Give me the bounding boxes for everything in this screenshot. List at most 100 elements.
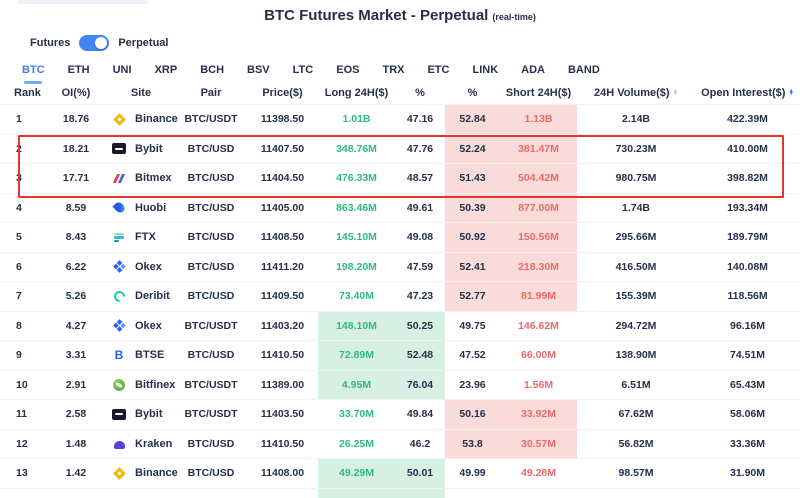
rank-cell: 4 (16, 201, 22, 214)
column-header-label: Price($) (262, 87, 303, 99)
site-cell[interactable]: Okex (107, 253, 175, 282)
table-row: 5 8.43 FTX BTC/USD 11408.50 145.10M 49.08 50.92… (0, 223, 800, 253)
site-cell[interactable]: Bybit (107, 400, 175, 429)
table-row: 2 18.21 Bybit BTC/USD 11407.50 348.76M 47.76 52… (0, 134, 800, 164)
open-interest-cell: 65.43M (729, 378, 766, 391)
volume-24h-cell: 1.74B (621, 201, 651, 214)
rank-cell: 10 (16, 378, 28, 391)
column-header-site: Site (107, 87, 175, 99)
rank-cell: 6 (16, 260, 22, 273)
tab-ada[interactable]: ADA (521, 64, 545, 76)
column-header-volume[interactable]: 24H Volume($) ▲ ▼ (577, 87, 695, 99)
price-cell: 11398.50 (260, 113, 305, 126)
site-cell[interactable]: Binance (107, 105, 178, 134)
open-interest-cell: 410.00M (727, 142, 768, 155)
tab-eos[interactable]: EOS (336, 64, 360, 76)
page-title-suffix: (real-time) (492, 12, 536, 22)
long-24h-cell: 348.76M (336, 142, 377, 155)
price-cell: 11408.00 (260, 467, 305, 480)
short-percent-cell: 50.16 (445, 400, 500, 429)
pair-cell: BTC/USD (187, 467, 235, 480)
site-cell[interactable]: Kraken (107, 430, 175, 459)
tab-xrp[interactable]: XRP (154, 64, 178, 76)
table-header: Rank OI(%) Site Pair Price($) Long 24H($)%% Sh… (0, 82, 800, 105)
short-percent-cell: 49.99 (459, 467, 486, 480)
site-name: Bitmex (135, 172, 172, 185)
table-row-partial (0, 488, 800, 498)
open-interest-cell: 31.90M (729, 467, 766, 480)
binance-icon (112, 466, 126, 480)
site-name: Huobi (135, 201, 167, 214)
site-cell[interactable]: Bitmex (107, 164, 175, 193)
deribit-icon (111, 288, 127, 305)
column-header-label: Long 24H($) (324, 87, 389, 99)
site-cell[interactable]: FTX (107, 223, 175, 252)
long-24h-cell: 33.70M (338, 408, 375, 421)
table-body: 1 18.76 Binance BTC/USDT 11398.50 1.01B 47.16 5… (0, 105, 800, 498)
open-interest-cell: 189.79M (727, 231, 768, 244)
oi-percent-cell: 3.31 (65, 349, 87, 362)
bybit-icon (112, 142, 126, 156)
short-24h-cell: 81.99M (500, 282, 577, 311)
site-cell[interactable]: Deribit (107, 282, 175, 311)
rank-cell: 13 (16, 467, 28, 480)
pair-cell: BTC/USDT (184, 113, 238, 126)
site-cell[interactable]: Binance (107, 459, 178, 488)
site-name: Bitfinex (135, 378, 176, 391)
tab-btc[interactable]: BTC (20, 62, 47, 84)
long-percent-cell: 47.23 (406, 290, 434, 303)
bitfinex-icon (112, 378, 126, 392)
long-percent-cell: 49.84 (406, 408, 434, 421)
volume-24h-cell: 294.72M (615, 319, 657, 332)
oi-percent-cell: 4.27 (65, 319, 87, 332)
column-header-oi_pct: OI(%) (45, 87, 107, 99)
table-row: 3 17.71 Bitmex BTC/USD 11404.50 476.33M 48.57 5… (0, 164, 800, 194)
volume-24h-cell: 56.82M (618, 437, 654, 450)
site-cell[interactable]: B BTSE (107, 341, 175, 370)
volume-24h-cell: 2.14B (621, 113, 651, 126)
site-cell[interactable]: Huobi (107, 194, 175, 223)
tab-etc[interactable]: ETC (427, 64, 450, 76)
long-24h-cell: 1.01B (342, 113, 371, 126)
open-interest-cell: 58.06M (729, 408, 766, 421)
partial-cell (445, 489, 500, 498)
volume-24h-cell: 416.50M (615, 260, 657, 273)
tab-ltc[interactable]: LTC (292, 64, 314, 76)
open-interest-cell: 118.56M (727, 290, 768, 303)
site-name: Binance (135, 113, 178, 126)
tab-link[interactable]: LINK (472, 64, 499, 76)
price-cell: 11411.20 (261, 260, 304, 273)
long-24h-cell: 148.10M (318, 311, 395, 340)
oi-percent-cell: 5.26 (65, 290, 87, 303)
column-header-price: Price($) (247, 87, 318, 99)
open-interest-cell: 74.51M (729, 349, 766, 362)
site-cell[interactable]: Bybit (107, 135, 175, 164)
site-cell[interactable]: Okex (107, 312, 175, 341)
partial-cell (0, 489, 45, 498)
market-mode-toggle-row: Futures Perpetual (30, 35, 168, 51)
price-cell: 11407.50 (260, 142, 305, 155)
okex-icon (112, 260, 126, 274)
partial-cell (45, 489, 107, 498)
tab-trx[interactable]: TRX (382, 64, 405, 76)
short-percent-cell: 52.84 (445, 105, 500, 134)
site-cell[interactable]: Bitfinex (107, 371, 175, 400)
sort-icon[interactable]: ▲ ▼ (672, 88, 679, 97)
short-24h-cell: 504.42M (500, 164, 577, 193)
short-24h-cell: 218.30M (500, 252, 577, 281)
futures-perpetual-toggle[interactable] (79, 35, 110, 51)
sort-desc-active-icon[interactable]: ▲ ▼ (788, 88, 794, 97)
oi-percent-cell: 2.58 (65, 408, 87, 421)
tab-bch[interactable]: BCH (200, 64, 225, 76)
long-percent-cell: 47.59 (406, 260, 434, 273)
column-header-open_interest[interactable]: Open Interest($) ▲ ▼ (695, 87, 800, 99)
tab-band[interactable]: BAND (567, 64, 600, 76)
long-percent-cell: 47.16 (406, 113, 434, 126)
tab-uni[interactable]: UNI (112, 64, 132, 76)
tab-eth[interactable]: ETH (67, 64, 90, 76)
tab-bsv[interactable]: BSV (247, 64, 270, 76)
huobi-icon (111, 200, 127, 215)
rank-cell: 7 (16, 290, 22, 303)
price-cell: 11403.50 (260, 408, 305, 421)
long-percent-cell: 50.25 (395, 311, 445, 340)
